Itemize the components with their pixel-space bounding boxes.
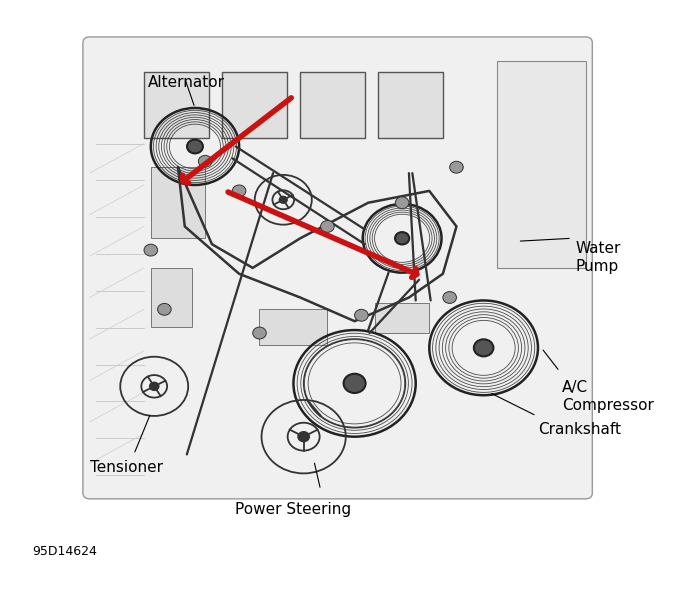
Text: Tensioner: Tensioner: [90, 461, 163, 475]
Circle shape: [144, 244, 158, 256]
Circle shape: [355, 309, 368, 321]
Text: Water
Pump: Water Pump: [576, 241, 621, 274]
Bar: [151, 268, 192, 327]
Circle shape: [253, 327, 266, 339]
Circle shape: [198, 155, 212, 167]
FancyBboxPatch shape: [83, 37, 592, 499]
Circle shape: [150, 383, 159, 390]
Circle shape: [474, 339, 493, 356]
Bar: [300, 73, 365, 137]
Bar: [259, 309, 327, 345]
Circle shape: [233, 185, 246, 197]
Circle shape: [396, 197, 409, 209]
Circle shape: [443, 292, 456, 303]
Circle shape: [298, 432, 309, 441]
Circle shape: [280, 196, 287, 203]
Circle shape: [158, 303, 171, 315]
Circle shape: [395, 232, 409, 245]
Text: 95D14624: 95D14624: [32, 545, 97, 558]
Circle shape: [187, 140, 203, 154]
Circle shape: [321, 221, 334, 233]
Bar: [222, 73, 286, 137]
Bar: [375, 303, 429, 333]
Bar: [497, 61, 586, 268]
Text: Crankshaft: Crankshaft: [538, 422, 621, 437]
Circle shape: [449, 161, 463, 173]
Bar: [151, 167, 205, 238]
Text: Power Steering: Power Steering: [235, 502, 351, 517]
Text: Alternator: Alternator: [147, 76, 224, 90]
Circle shape: [344, 374, 366, 393]
Bar: [379, 73, 443, 137]
Bar: [144, 73, 209, 137]
Text: A/C
Compressor: A/C Compressor: [562, 380, 653, 413]
